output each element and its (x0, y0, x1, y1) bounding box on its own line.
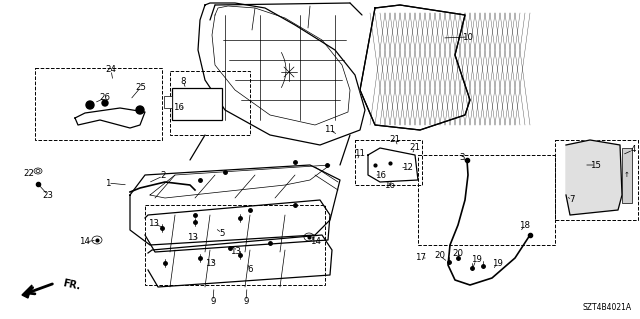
Bar (35, 68, 162, 140)
Text: 13: 13 (148, 219, 159, 228)
Text: 21: 21 (410, 144, 420, 152)
Text: 12: 12 (403, 162, 413, 172)
Bar (418, 155, 555, 245)
Circle shape (86, 101, 94, 109)
Text: 18: 18 (520, 220, 531, 229)
Text: 10: 10 (463, 33, 474, 41)
Text: 7: 7 (569, 196, 575, 204)
Text: 16: 16 (376, 170, 387, 180)
Text: 26: 26 (99, 93, 111, 102)
Polygon shape (360, 5, 470, 130)
Text: 11: 11 (324, 125, 335, 135)
Text: 15: 15 (591, 160, 602, 169)
Bar (172, 88, 222, 120)
Ellipse shape (36, 169, 40, 173)
Text: 9: 9 (243, 296, 249, 306)
Text: 6: 6 (247, 265, 253, 275)
Text: 19: 19 (492, 258, 502, 268)
Text: 22: 22 (24, 168, 35, 177)
Text: 9: 9 (211, 296, 216, 306)
Circle shape (102, 100, 108, 106)
Text: ↑: ↑ (624, 172, 630, 178)
Text: 20: 20 (435, 251, 445, 261)
Text: 13: 13 (230, 248, 241, 256)
Circle shape (136, 106, 144, 114)
Text: 17: 17 (415, 254, 426, 263)
Text: FR.: FR. (62, 278, 82, 292)
Bar (170, 71, 250, 135)
Text: 13: 13 (188, 234, 198, 242)
Text: SZT4B4021A: SZT4B4021A (583, 303, 632, 312)
Text: 20: 20 (452, 249, 463, 257)
Text: 8: 8 (180, 77, 186, 85)
Text: 14: 14 (310, 236, 321, 246)
Text: 16: 16 (173, 102, 184, 112)
Text: 16: 16 (385, 181, 396, 189)
Bar (622, 148, 632, 203)
Text: 14: 14 (79, 238, 90, 247)
Text: 1: 1 (105, 179, 111, 188)
Text: 25: 25 (136, 83, 147, 92)
Bar (555, 140, 638, 220)
Text: 19: 19 (470, 256, 481, 264)
Text: 3: 3 (460, 153, 465, 162)
Bar (355, 140, 422, 185)
Polygon shape (22, 285, 32, 298)
Polygon shape (566, 140, 622, 215)
Text: 11: 11 (355, 149, 365, 158)
Text: 23: 23 (42, 190, 54, 199)
Text: 24: 24 (106, 65, 116, 75)
Text: 2: 2 (160, 172, 166, 181)
Text: 4: 4 (630, 145, 636, 154)
Text: 21: 21 (390, 135, 401, 144)
Bar (145, 205, 325, 285)
Text: 13: 13 (205, 259, 216, 269)
Bar (164, 96, 172, 108)
Text: 5: 5 (220, 228, 225, 238)
